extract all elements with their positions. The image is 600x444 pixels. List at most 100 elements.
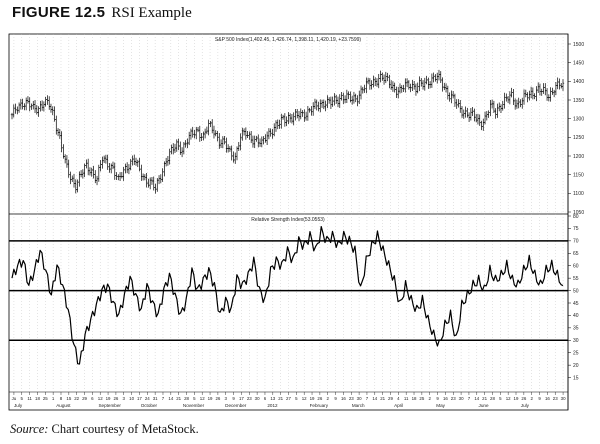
rsi-y-tick-label: 60 <box>573 264 579 270</box>
x-tick-label: 18 <box>35 396 40 401</box>
x-tick-label: 4 <box>397 396 400 401</box>
source-text: Chart courtesy of MetaStock. <box>48 422 199 436</box>
axes: Ju 5 11 18 25 1 8 15 22 29 6 12 19 26 3 10 17 24 31 7 14 21 28… <box>12 42 585 408</box>
x-month-label: November <box>183 403 205 408</box>
x-month-label: August <box>56 403 71 408</box>
x-tick-label: 11 <box>404 396 409 401</box>
rsi-y-tick-label: 75 <box>573 226 579 232</box>
price-pane-title: S&P 500 Index(1,402.45, 1,426.74, 1,398.… <box>215 37 362 43</box>
x-tick-label: 19 <box>514 396 519 401</box>
rsi-reference-lines <box>9 240 568 342</box>
rsi-y-tick-label: 40 <box>573 313 579 319</box>
x-tick-label: 11 <box>27 396 32 401</box>
x-tick-label: 9 <box>436 396 439 401</box>
x-tick-label: 22 <box>74 396 79 401</box>
x-tick-label: 30 <box>357 396 362 401</box>
price-y-tick-label: 1300 <box>573 116 584 122</box>
price-y-tick-label: 1250 <box>573 135 584 141</box>
x-tick-label: 14 <box>474 396 479 401</box>
x-tick-label: 2 <box>428 396 431 401</box>
x-month-label: July <box>521 403 530 408</box>
x-tick-label: 10 <box>129 396 134 401</box>
x-tick-label: 6 <box>264 396 267 401</box>
x-tick-label: 9 <box>232 396 235 401</box>
figure-title: RSI Example <box>111 5 192 21</box>
x-tick-label: 28 <box>490 396 495 401</box>
x-tick-label: 12 <box>506 396 511 401</box>
x-month-label: September <box>98 403 121 408</box>
x-tick-label: 3 <box>123 396 126 401</box>
x-tick-label: 27 <box>286 396 291 401</box>
x-tick-label: 7 <box>468 396 471 401</box>
x-tick-label: 12 <box>98 396 103 401</box>
x-tick-label: 21 <box>176 396 181 401</box>
rsi-y-tick-label: 65 <box>573 251 579 257</box>
x-tick-label: 16 <box>443 396 448 401</box>
x-tick-label: 24 <box>145 396 150 401</box>
x-tick-label: 17 <box>137 396 142 401</box>
x-tick-label: 26 <box>215 396 220 401</box>
x-tick-label: 25 <box>43 396 48 401</box>
x-tick-label: 19 <box>310 396 315 401</box>
rsi-y-tick-label: 20 <box>573 363 579 369</box>
price-y-tick-label: 1150 <box>573 172 584 178</box>
x-tick-label: 31 <box>153 396 158 401</box>
x-tick-label: 25 <box>419 396 424 401</box>
x-tick-label: 21 <box>380 396 385 401</box>
x-tick-label: 19 <box>208 396 213 401</box>
x-month-label: April <box>394 403 403 408</box>
x-tick-label: 23 <box>349 396 354 401</box>
chart-frame <box>8 33 569 411</box>
price-y-tick-label: 1450 <box>573 60 584 66</box>
x-tick-label: 29 <box>82 396 87 401</box>
x-tick-label: 30 <box>561 396 566 401</box>
x-tick-label: 13 <box>270 396 275 401</box>
rsi-y-tick-label: 70 <box>573 239 579 245</box>
rsi-y-tick-label: 30 <box>573 338 579 344</box>
x-tick-label: 15 <box>66 396 71 401</box>
price-y-tick-label: 1100 <box>573 191 584 197</box>
x-tick-label: 16 <box>341 396 346 401</box>
x-tick-label: 9 <box>334 396 337 401</box>
x-tick-label: 23 <box>553 396 558 401</box>
x-month-label: 2012 <box>267 403 278 408</box>
x-month-label: February <box>310 403 329 408</box>
figure-label: FIGURE 12.5 <box>12 4 106 21</box>
x-tick-label: 26 <box>113 396 118 401</box>
x-month-label: October <box>141 403 158 408</box>
x-tick-label: 30 <box>255 396 260 401</box>
rsi-y-tick-label: 55 <box>573 276 579 282</box>
x-tick-label: 26 <box>317 396 322 401</box>
x-month-label: March <box>352 403 365 408</box>
rsi-y-tick-label: 80 <box>573 214 579 220</box>
rsi-pane-title: Relative Strength Index(53.0553) <box>251 217 325 223</box>
x-tick-label: Ju <box>12 396 17 401</box>
x-tick-label: 28 <box>184 396 189 401</box>
rsi-y-tick-label: 15 <box>573 375 579 381</box>
x-tick-label: 6 <box>91 396 94 401</box>
x-tick-label: 23 <box>451 396 456 401</box>
rsi-y-tick-label: 25 <box>573 351 579 357</box>
price-y-tick-label: 1400 <box>573 79 584 85</box>
x-tick-label: 3 <box>225 396 228 401</box>
x-tick-label: 14 <box>168 396 173 401</box>
x-tick-label: 5 <box>499 396 502 401</box>
rsi-y-tick-label: 45 <box>573 301 579 307</box>
x-tick-label: 23 <box>247 396 252 401</box>
rsi-y-tick-label: 35 <box>573 326 579 332</box>
x-tick-label: 26 <box>521 396 526 401</box>
x-tick-label: 2 <box>326 396 329 401</box>
price-series <box>10 69 565 194</box>
figure-header: FIGURE 12.5 RSI Example <box>12 4 192 22</box>
x-month-label: July <box>14 403 23 408</box>
x-tick-label: 21 <box>278 396 283 401</box>
x-tick-label: 30 <box>459 396 464 401</box>
x-tick-label: 5 <box>21 396 24 401</box>
x-tick-label: 18 <box>412 396 417 401</box>
x-tick-label: 7 <box>366 396 369 401</box>
x-tick-label: 19 <box>106 396 111 401</box>
x-tick-label: 9 <box>538 396 541 401</box>
rsi-y-tick-label: 50 <box>573 288 579 294</box>
x-month-label: May <box>436 403 445 408</box>
x-tick-label: 5 <box>295 396 298 401</box>
